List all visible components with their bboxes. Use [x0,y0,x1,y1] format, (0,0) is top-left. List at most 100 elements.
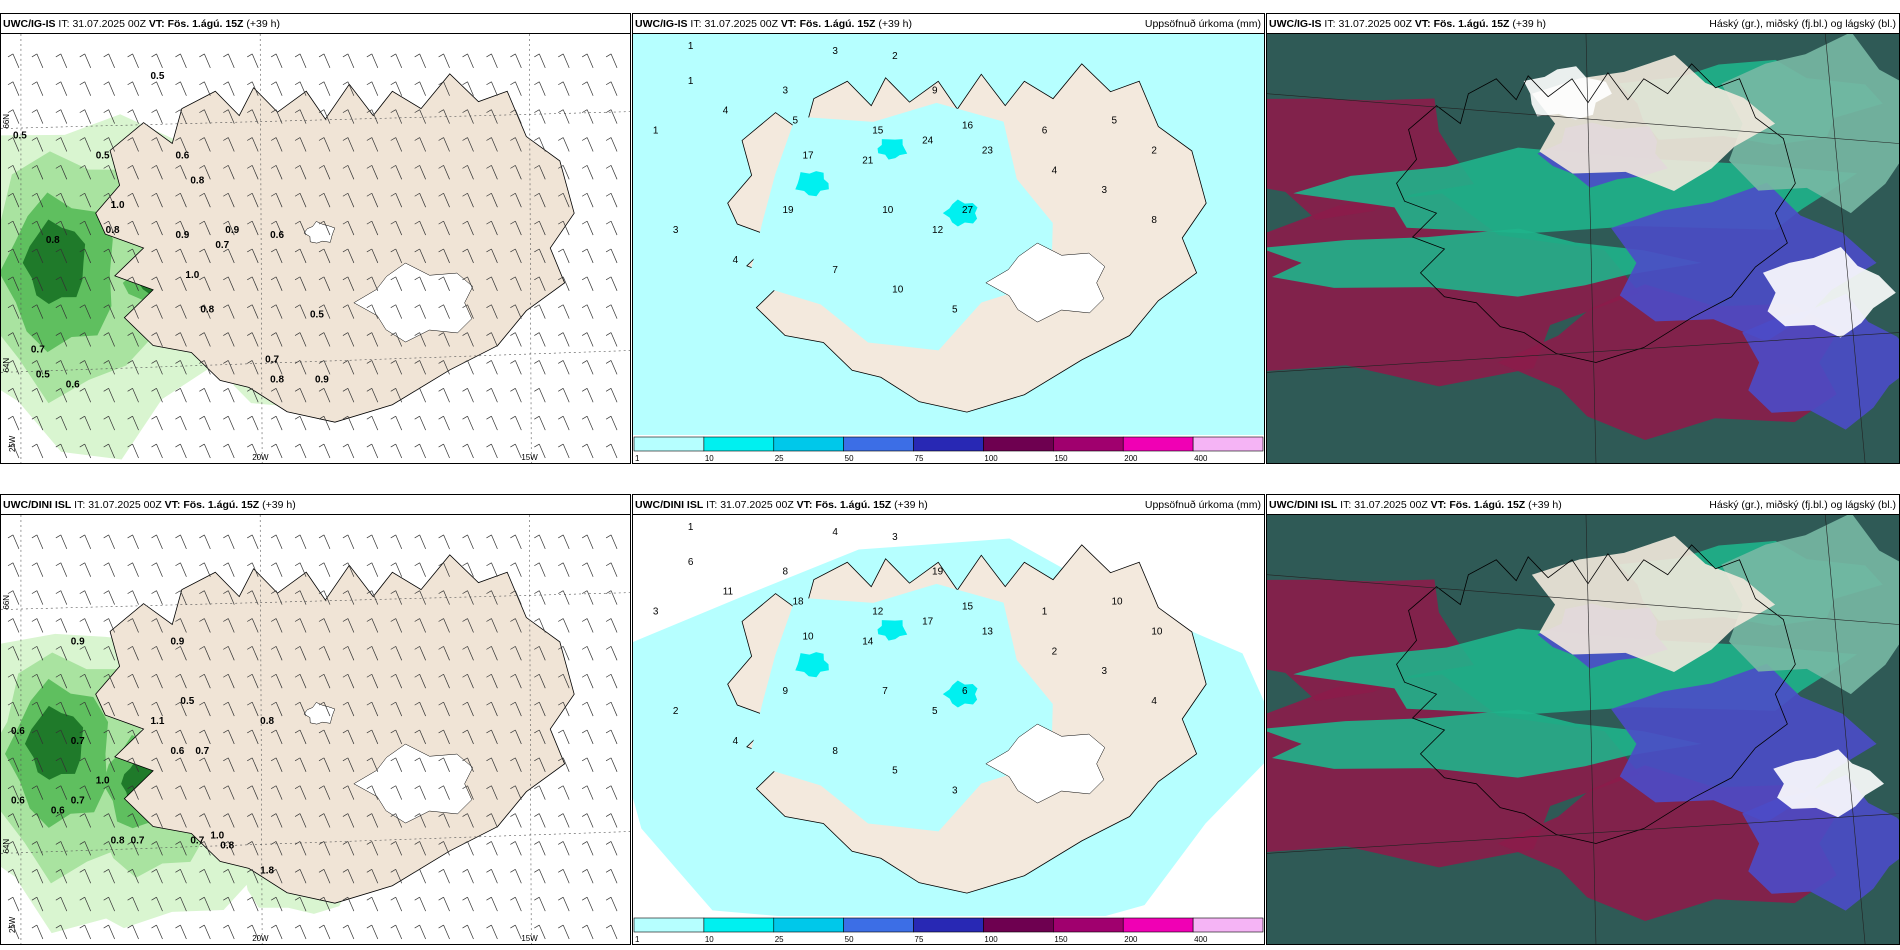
wind-barb [510,137,522,152]
wind-barb [270,701,283,717]
wind-barb [175,813,187,828]
wind-barb [175,248,187,264]
wind-barb [558,785,570,800]
wind-barb [199,165,211,180]
wind-barb [510,813,522,828]
wind-barb [175,332,187,347]
wind-barb [486,534,498,549]
it-label: IT: [690,18,702,30]
wind-barb [342,869,355,884]
wind-barb [199,360,211,375]
wind-barb [414,53,426,68]
wind-barb [79,869,92,884]
wind-barb [294,415,307,431]
wind-barb [486,388,498,403]
glacier-langjokull [303,702,336,725]
wind-barb [462,388,474,403]
wind-barb [414,165,426,180]
wind-barb [247,304,259,319]
wind-barb [510,360,522,375]
wind-barb [270,562,283,577]
wind-barb [581,924,594,940]
wind-barb [366,701,379,717]
wind-barb [390,304,403,319]
colorbar-tick-label: 400 [1194,935,1208,944]
precip-shading [795,171,829,197]
wind-barb [223,673,235,689]
precip-value-label: 1 [688,76,694,87]
wind-barb [223,165,235,180]
wind-barb [438,81,450,96]
wind-barb [294,729,307,745]
wind-barb [342,220,355,236]
wind-barb [55,360,68,375]
wind-barb [558,220,570,236]
precip-value-label: 1.8 [260,865,274,876]
wind-barb [270,618,283,633]
iceland-landmass [95,554,575,904]
precip-value-label: 23 [982,145,994,156]
wind-barb [438,673,450,689]
wind-barb [270,729,283,745]
wind-barb [247,924,259,940]
colorbar-tick-label: 10 [705,935,714,944]
wind-barb [175,360,187,375]
precip-value-label: 3 [653,607,659,618]
wind-barb [438,841,450,856]
wind-barb [199,388,211,403]
wind-barb [462,785,474,800]
wind-barb [462,534,474,549]
wind-barb [486,813,498,828]
wind-barb [581,137,594,152]
wind-barb [103,192,115,208]
wind-barb [581,220,594,236]
wind-barb [438,785,450,800]
colorbar-tick-label: 1 [635,454,640,463]
precip-value-label: 4 [733,255,739,266]
wind-barb [294,841,307,856]
wind-barb [318,81,331,96]
wind-barb [79,137,92,152]
wind-barb [199,590,211,605]
vt-value: Fös. 1.ágú. 15Z [815,499,892,511]
wind-barb [199,276,211,291]
wind-barb [127,248,139,264]
precip-value-label: 1 [688,41,694,52]
wind-barb [342,534,355,549]
wind-barb [127,590,139,605]
wind-barb [366,360,379,375]
precip-value-label: 10 [1111,597,1123,608]
wind-barb [199,701,211,717]
wind-barb [366,562,379,577]
wind-barb [79,220,92,236]
wind-barb [151,896,163,912]
wind-barb [294,813,307,828]
lead-time: (+39 h) [878,18,912,30]
wind-barb [342,924,355,940]
wind-barb [486,220,498,236]
wind-barb [127,304,139,319]
precip-value-label: 14 [862,636,874,647]
wind-barb [79,618,92,633]
wind-barb [270,646,283,661]
wind-barb [534,276,546,291]
wind-barb [294,785,307,800]
wind-barb [318,924,331,940]
wind-barb [79,646,92,661]
wind-barb [366,165,379,180]
wind-barb [199,248,211,264]
precip-value-label: 7 [882,686,888,697]
wind-barb [605,109,618,124]
wind-barb [175,109,187,124]
wind-barb [79,562,92,577]
wind-barb [318,220,331,236]
wind-barb [270,388,283,403]
precip-value-label: 0.9 [315,374,329,385]
wind-barb [318,248,331,264]
wind-barb [294,562,307,577]
wind-barb [247,841,259,856]
wind-barb [79,729,92,745]
graticule-line [1585,34,1597,463]
wind-barb [318,443,331,459]
wind-barb [270,785,283,800]
